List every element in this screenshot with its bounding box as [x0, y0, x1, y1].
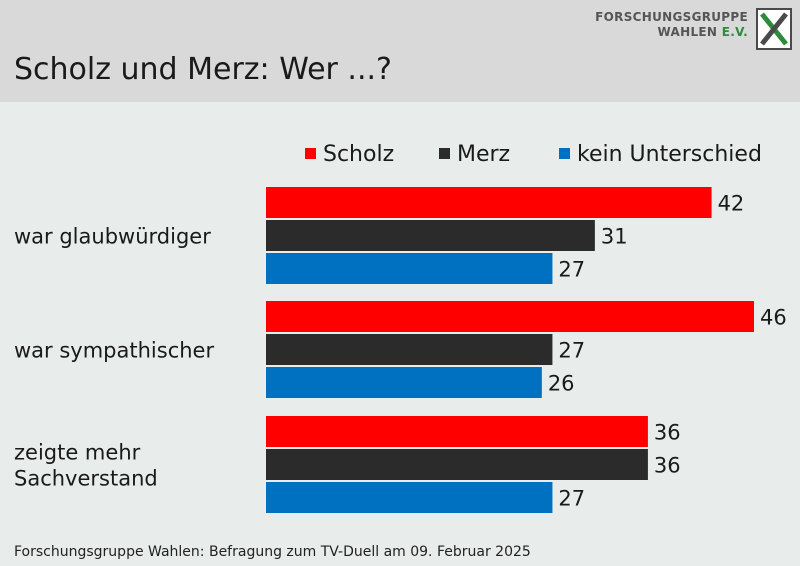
brand-logo-text: FORSCHUNGSGRUPPE WAHLEN E.V. — [595, 10, 748, 40]
legend-label-1: Merz — [457, 142, 510, 167]
bar — [266, 367, 542, 398]
data-label: 27 — [558, 258, 585, 282]
bar — [266, 187, 712, 218]
logo-line2: WAHLEN E.V. — [595, 25, 748, 40]
logo-line1: FORSCHUNGSGRUPPE — [595, 10, 748, 24]
data-label: 36 — [654, 454, 681, 478]
category-label: zeigte mehr — [14, 441, 141, 465]
bar-chart: Scholz Merz kein Unterschied war glaubwürdi… — [14, 142, 787, 513]
data-label: 36 — [654, 421, 681, 445]
data-label: 31 — [601, 225, 628, 249]
logo-line2-suffix: E.V. — [721, 25, 748, 39]
bar — [266, 449, 648, 480]
data-label: 27 — [558, 487, 585, 511]
bar — [266, 301, 754, 332]
bar — [266, 482, 553, 513]
data-label: 46 — [760, 306, 787, 330]
legend-swatch-2 — [559, 148, 570, 159]
legend-label-0: Scholz — [323, 142, 394, 167]
bar — [266, 220, 595, 251]
category-label: war glaubwürdiger — [14, 225, 211, 249]
brand-logo-icon — [756, 8, 792, 50]
legend-label-2: kein Unterschied — [577, 142, 762, 167]
data-label: 42 — [718, 192, 745, 216]
bar — [266, 334, 553, 365]
header-bar: Scholz und Merz: Wer ...? FORSCHUNGSGRUP… — [0, 0, 800, 102]
legend-swatch-1 — [439, 148, 450, 159]
data-label: 27 — [558, 339, 585, 363]
category-label: Sachverstand — [14, 467, 158, 491]
category-label: war sympathischer — [14, 339, 214, 363]
logo-line2-main: WAHLEN — [657, 25, 718, 39]
bar — [266, 416, 648, 447]
legend-swatch-0 — [305, 148, 316, 159]
bar — [266, 253, 553, 284]
source-footer: Forschungsgruppe Wahlen: Befragung zum T… — [14, 544, 531, 560]
page-title: Scholz und Merz: Wer ...? — [14, 52, 392, 87]
data-label: 26 — [548, 372, 575, 396]
